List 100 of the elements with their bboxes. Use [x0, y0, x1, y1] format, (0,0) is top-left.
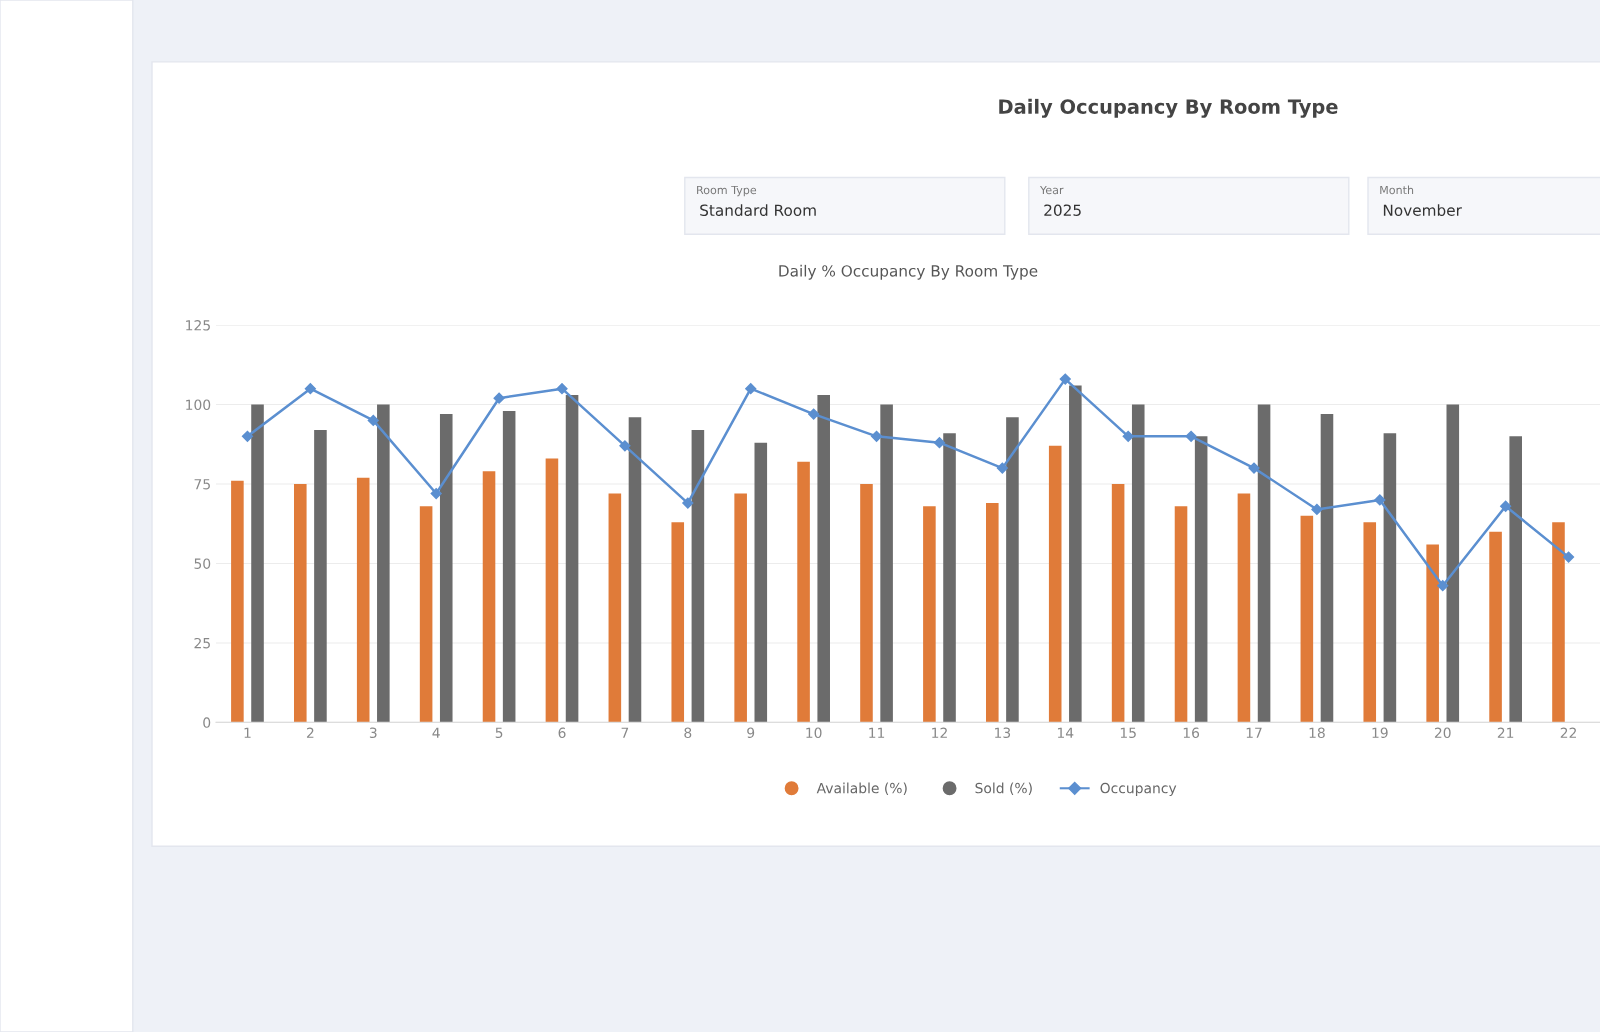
point	[493, 392, 505, 404]
bar	[1446, 404, 1460, 723]
point	[1500, 500, 1512, 512]
bar	[1383, 433, 1397, 723]
bar	[482, 471, 496, 723]
x-tick-label: 11	[869, 727, 885, 738]
x-tick-label: 21	[1497, 727, 1514, 738]
point	[1122, 430, 1134, 442]
bar	[377, 404, 390, 723]
x-tick-label: 14	[1057, 727, 1074, 738]
bar	[628, 417, 642, 723]
point	[1248, 462, 1260, 474]
point	[556, 383, 568, 395]
bar	[754, 442, 768, 723]
bar	[251, 404, 264, 723]
bar	[439, 414, 453, 723]
bar	[1174, 506, 1188, 723]
point	[1185, 430, 1197, 442]
point	[241, 430, 254, 442]
bar	[356, 477, 370, 723]
x-tick-label: 2	[306, 727, 314, 738]
bar	[314, 429, 327, 723]
point	[996, 462, 1008, 474]
x-tick-label: 6	[558, 727, 566, 739]
bar	[691, 429, 705, 723]
x-tick-label: 15	[1120, 727, 1136, 739]
bar	[1363, 522, 1377, 723]
bar	[419, 506, 433, 723]
x-tick-label: 5	[495, 727, 503, 739]
bar	[502, 410, 516, 723]
x-tick-label: 19	[1372, 727, 1388, 739]
y-tick-label: 50	[194, 558, 211, 569]
bar	[797, 461, 810, 723]
bar	[1069, 385, 1082, 723]
bar	[1257, 404, 1271, 723]
x-tick-label: 1	[244, 727, 251, 738]
text: November	[1383, 204, 1462, 216]
point	[682, 497, 694, 509]
point	[1437, 580, 1449, 592]
bar	[1426, 544, 1439, 723]
y-tick-label: 0	[203, 717, 211, 728]
y-tick-label: 100	[186, 399, 211, 411]
point	[1311, 503, 1323, 516]
y-tick-label: 75	[194, 479, 210, 490]
bar	[986, 503, 999, 723]
legend-label: Occupancy	[1100, 782, 1177, 797]
bar	[1048, 445, 1062, 723]
x-tick-label: 4	[432, 727, 440, 738]
bar	[1552, 522, 1565, 723]
x-tick-label: 10	[806, 727, 822, 739]
bar	[880, 404, 893, 723]
y-tick-label: 25	[194, 637, 210, 649]
point	[304, 383, 316, 395]
x-tick-label: 20	[1434, 727, 1451, 739]
legend-label: Sold (%)	[975, 782, 1032, 795]
bar	[943, 433, 956, 723]
point	[430, 487, 442, 500]
x-tick-label: 16	[1183, 727, 1200, 739]
text: Standard Room	[700, 204, 816, 216]
x-tick-label: 3	[369, 727, 377, 739]
bar	[608, 493, 622, 723]
bar	[734, 493, 747, 723]
point	[808, 408, 820, 420]
bar	[1489, 531, 1502, 723]
x-tick-label: 12	[932, 727, 947, 738]
bar	[817, 395, 830, 723]
text: Room Type	[697, 185, 757, 197]
point	[870, 430, 883, 442]
point	[1059, 373, 1071, 385]
bar	[1509, 436, 1522, 723]
x-tick-label: 7	[621, 727, 629, 738]
bar	[1320, 414, 1334, 723]
text: 2025	[1044, 204, 1081, 216]
chart-title: Daily % Occupancy By Room Type	[779, 264, 1038, 280]
point	[933, 437, 946, 449]
bar	[231, 480, 244, 723]
bar	[1131, 404, 1145, 723]
bar	[1111, 484, 1125, 723]
bar	[923, 506, 936, 723]
legend-label: Available (%)	[816, 782, 907, 795]
bar	[1300, 515, 1314, 723]
x-tick-label: 13	[995, 727, 1011, 739]
x-tick-label: 22	[1560, 727, 1576, 738]
bar	[565, 395, 579, 723]
point	[367, 414, 379, 427]
x-tick-label: 8	[684, 727, 692, 739]
point	[1562, 551, 1575, 563]
text: Daily Occupancy By Room Type	[999, 98, 1338, 118]
bar	[1006, 417, 1019, 723]
x-tick-label: 9	[747, 727, 755, 739]
point	[745, 383, 757, 395]
bar	[1237, 493, 1251, 723]
bar	[1194, 436, 1208, 723]
point	[1374, 494, 1386, 506]
bar	[294, 484, 307, 723]
x-tick-label: 17	[1246, 727, 1262, 738]
point	[619, 440, 631, 452]
bar	[860, 484, 873, 723]
y-tick-label: 125	[186, 320, 210, 331]
bar	[671, 522, 685, 723]
